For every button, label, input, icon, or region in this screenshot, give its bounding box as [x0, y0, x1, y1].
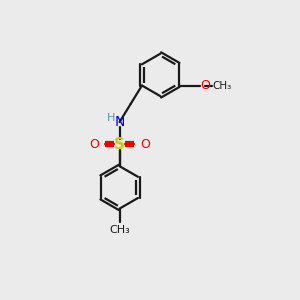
Text: O: O — [200, 79, 210, 92]
Text: CH₃: CH₃ — [109, 225, 130, 235]
Text: O: O — [140, 138, 150, 151]
Text: S: S — [114, 136, 125, 152]
Text: O: O — [89, 138, 99, 151]
Text: H: H — [107, 113, 116, 124]
Text: CH₃: CH₃ — [212, 80, 232, 91]
Text: N: N — [114, 115, 125, 129]
